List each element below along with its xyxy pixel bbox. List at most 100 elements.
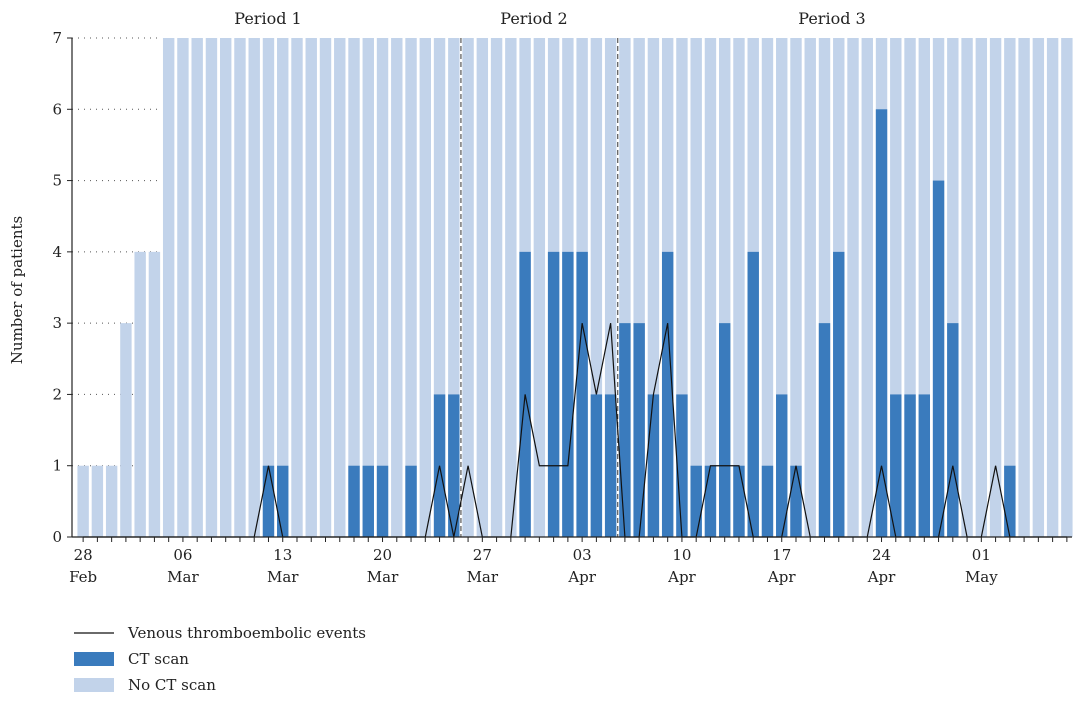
bar-no-ct-46	[733, 38, 745, 537]
bar-no-ct-62	[961, 38, 973, 537]
bar-no-ct-6	[162, 38, 175, 537]
bar-ct-50	[790, 465, 802, 537]
y-tick-label-3: 3	[52, 314, 62, 332]
bar-ct-40	[647, 394, 660, 537]
bar-no-ct-26	[448, 38, 460, 537]
x-tick-month-7: Mar	[167, 568, 199, 586]
legend-label-0: Venous thromboembolic events	[127, 624, 366, 642]
bar-no-ct-58	[904, 38, 916, 537]
bar-no-ct-61	[947, 38, 959, 537]
bar-ct-38	[619, 323, 631, 537]
bar-no-ct-22	[391, 38, 403, 537]
x-tick-day-35: 03	[573, 546, 592, 564]
legend-label-1: CT scan	[128, 650, 189, 668]
bar-ct-41	[661, 251, 674, 537]
x-tick-day-7: 06	[173, 546, 192, 564]
bar-no-ct-36	[590, 38, 603, 537]
bar-no-ct-37	[604, 38, 617, 537]
bar-no-ct-50	[790, 38, 802, 537]
x-tick-day-0: 28	[74, 546, 93, 564]
bar-no-ct-52	[818, 38, 831, 537]
bar-no-ct-67	[1032, 38, 1045, 537]
bar-ct-26	[448, 394, 460, 537]
bar-no-ct-66	[1018, 38, 1030, 537]
bar-no-ct-64	[989, 38, 1002, 537]
bar-no-ct-27	[462, 38, 474, 537]
period-label-1: Period 1	[234, 9, 301, 28]
bar-ct-20	[362, 465, 374, 537]
legend-swatch-1	[74, 652, 114, 666]
y-tick-label-4: 4	[52, 243, 62, 261]
bar-no-ct-54	[847, 38, 859, 537]
bar-ct-13	[262, 465, 275, 537]
x-tick-day-28: 27	[473, 546, 492, 564]
bar-ct-34	[562, 251, 574, 537]
bar-no-ct-30	[505, 38, 517, 537]
bar-ct-39	[633, 323, 645, 537]
bar-no-ct-39	[633, 38, 645, 537]
x-tick-day-63: 01	[972, 546, 991, 564]
bar-no-ct-25	[433, 38, 446, 537]
bar-no-ct-21	[376, 38, 389, 537]
bar-no-ct-42	[676, 38, 688, 537]
bar-ct-21	[376, 465, 389, 537]
grid-lines	[72, 37, 162, 467]
bar-ct-59	[918, 394, 931, 537]
bar-no-ct-14	[277, 38, 289, 537]
bar-no-ct-28	[476, 38, 489, 537]
bar-ct-48	[761, 465, 774, 537]
bar-no-ct-8	[191, 38, 203, 537]
bar-ct-46	[733, 465, 745, 537]
period-label-3: Period 3	[798, 9, 865, 28]
bar-ct-45	[718, 323, 731, 537]
axes: 0123456728Feb06Mar13Mar20Mar27Mar03Apr10…	[52, 29, 1072, 586]
bar-no-ct-38	[619, 38, 631, 537]
bar-ct-43	[690, 465, 702, 537]
bar-no-ct-40	[647, 38, 660, 537]
period-label-2: Period 2	[500, 9, 567, 28]
bar-no-ct-63	[975, 38, 988, 537]
bar-ct-57	[890, 394, 902, 537]
bar-no-ct-1	[91, 465, 104, 537]
x-tick-day-14: 13	[273, 546, 292, 564]
bar-ct-33	[547, 251, 560, 537]
bar-ct-56	[875, 109, 888, 538]
legend: Venous thromboembolic events CT scan No CT…	[74, 624, 366, 694]
y-tick-label-7: 7	[52, 29, 62, 47]
x-tick-month-14: Mar	[267, 568, 299, 586]
x-tick-month-56: Apr	[867, 568, 896, 586]
y-tick-label-0: 0	[52, 528, 62, 546]
bar-ct-58	[904, 394, 916, 537]
bar-no-ct-9	[205, 38, 218, 537]
bar-no-ct-68	[1046, 38, 1059, 537]
bar-no-ct-51	[804, 38, 816, 537]
bar-ct-49	[776, 394, 788, 537]
x-tick-month-35: Apr	[567, 568, 596, 586]
x-tick-month-49: Apr	[767, 568, 796, 586]
bar-ct-61	[947, 323, 959, 537]
bar-no-ct-4	[134, 251, 146, 537]
bar-ct-52	[818, 323, 831, 537]
bar-no-ct-29	[490, 38, 503, 537]
bar-no-ct-23	[405, 38, 417, 537]
bar-no-ct-32	[533, 38, 546, 537]
bar-no-ct-48	[761, 38, 774, 537]
bar-ct-65	[1004, 465, 1016, 537]
bar-no-ct-12	[248, 38, 260, 537]
bar-no-ct-43	[690, 38, 702, 537]
bar-no-ct-15	[291, 38, 303, 537]
bar-no-ct-0	[77, 465, 89, 537]
bar-no-ct-65	[1004, 38, 1016, 537]
bar-no-ct-20	[362, 38, 374, 537]
bar-ct-37	[604, 394, 617, 537]
bar-no-ct-45	[718, 38, 731, 537]
bar-ct-60	[932, 180, 945, 538]
period-dividers	[460, 38, 619, 537]
bar-ct-19	[348, 465, 360, 537]
bar-ct-35	[576, 251, 588, 537]
y-tick-label-2: 2	[52, 385, 62, 403]
legend-label-2: No CT scan	[128, 676, 216, 694]
bar-no-ct-18	[334, 38, 346, 537]
y-tick-label-1: 1	[52, 457, 62, 475]
